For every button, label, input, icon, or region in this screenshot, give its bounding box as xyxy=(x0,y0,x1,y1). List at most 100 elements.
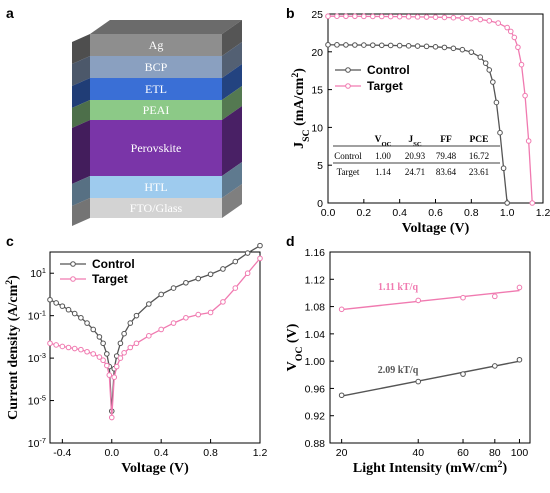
data-point-target xyxy=(352,13,358,20)
stack-layer-front xyxy=(90,120,222,176)
stack-layer-side xyxy=(222,64,242,100)
data-point-control xyxy=(482,60,489,66)
y-axis-label-part: (mA/cm xyxy=(292,77,307,129)
x-axis-label: Light Intensity (mW/cm2) xyxy=(353,459,508,477)
data-point-control xyxy=(78,314,84,321)
data-point-target xyxy=(405,13,412,20)
table-header-jsc-part: SC xyxy=(413,141,422,148)
slope-annotation-control: 2.09 kT/q xyxy=(378,365,419,376)
data-point-target xyxy=(495,20,502,26)
x-tick-label: 0.0 xyxy=(104,447,119,459)
data-point-control xyxy=(516,356,523,363)
x-tick-label: -0.4 xyxy=(53,447,71,459)
data-point-control xyxy=(450,45,457,52)
table-header-jsc-part: J xyxy=(408,135,413,145)
data-point-target xyxy=(525,138,532,144)
y-tick-label: 1.08 xyxy=(305,302,326,314)
x-tick-label: 60 xyxy=(457,447,469,459)
y-tick-label: 10-1 xyxy=(28,308,46,323)
stack-layer-label: Ag xyxy=(149,38,164,52)
y-tick-label-part: 10 xyxy=(30,268,42,280)
data-point-target xyxy=(460,294,466,301)
data-point-target xyxy=(96,354,103,360)
y-tick-label: 0 xyxy=(317,198,323,210)
data-point-target xyxy=(65,344,72,351)
data-point-control xyxy=(257,242,263,249)
data-point-target xyxy=(113,363,120,370)
data-point-control xyxy=(396,42,403,49)
stack-layer-label: HTL xyxy=(144,180,167,194)
data-point-control xyxy=(477,54,484,60)
data-point-target xyxy=(518,61,525,68)
data-point-control xyxy=(490,79,496,85)
data-point-target xyxy=(441,14,448,21)
y-tick-label: 0.88 xyxy=(305,438,326,450)
stack-layer-label: FTO/Glass xyxy=(130,201,183,215)
data-point-target xyxy=(515,44,521,51)
data-point-control xyxy=(71,310,78,317)
y-tick-label-part: 10 xyxy=(28,438,40,450)
data-point-target xyxy=(104,362,110,369)
data-point-control xyxy=(100,340,106,347)
y-axis-label-part: V xyxy=(285,361,300,371)
stack-layer-label: Perovskite xyxy=(131,141,182,155)
data-point-control xyxy=(338,392,345,399)
fit-line-target xyxy=(341,289,520,311)
y-axis-label-part: SC xyxy=(301,129,312,142)
data-point-control xyxy=(459,46,466,53)
stack-layer-front xyxy=(90,176,222,198)
data-point-target xyxy=(121,350,127,356)
data-point-target xyxy=(100,357,106,364)
data-point-target xyxy=(232,285,239,291)
series-line-control xyxy=(327,44,508,204)
table-cell: 1.14 xyxy=(375,167,391,177)
y-tick-label-part: -1 xyxy=(39,308,46,317)
y-axis-label-part: ) xyxy=(292,68,307,73)
x-tick-label: 1.2 xyxy=(253,447,268,459)
series-line-control xyxy=(49,245,261,412)
slope-annotation-target: 1.11 kT/q xyxy=(378,282,418,293)
data-point-control xyxy=(325,41,331,48)
y-tick-label-part: -7 xyxy=(39,436,46,445)
y-axis-label-part: J xyxy=(292,142,307,149)
y-axis-label-part: ) xyxy=(6,275,21,280)
table-cell: 20.93 xyxy=(405,151,426,161)
data-point-control xyxy=(468,49,475,55)
data-point-target xyxy=(396,13,403,20)
stack-layer-side xyxy=(222,162,242,198)
data-point-control xyxy=(361,42,367,48)
data-point-target xyxy=(71,345,78,352)
data-point-target xyxy=(195,311,202,318)
legend-marker xyxy=(70,261,76,267)
table-header-voc-part: V xyxy=(375,135,382,145)
table-header-jsc: JSC xyxy=(408,135,421,148)
data-point-target xyxy=(117,355,124,361)
stack-layer-front xyxy=(90,56,222,78)
dark-current-chart: -0.4 0.0 0.4 0.8 1.210110-110-310-510-7Volta… xyxy=(4,242,268,476)
x-tick-label: 0.4 xyxy=(154,447,169,459)
data-point-control xyxy=(486,67,493,73)
data-point-target xyxy=(450,14,457,21)
panel-letter-a: a xyxy=(6,5,14,21)
data-point-control xyxy=(493,99,500,106)
data-point-control xyxy=(59,303,66,309)
table-cell: 1.00 xyxy=(375,151,391,161)
x-tick-label: 1.0 xyxy=(500,207,515,219)
x-tick-label: 0.4 xyxy=(392,207,407,219)
stack-layer-left xyxy=(72,198,90,226)
legend-label: Control xyxy=(92,257,135,271)
voc-light-intensity-chart: 20 40 60 80 100 0.88 0.92 0.96 1.00 1.04 1.08 1.12 1… xyxy=(285,247,531,477)
y-axis-label-part: 2 xyxy=(4,280,15,285)
y-tick-label: 10-7 xyxy=(28,436,46,451)
y-tick-label: 10-3 xyxy=(28,351,46,366)
x-tick-label: 80 xyxy=(489,447,501,459)
data-point-control xyxy=(244,250,251,256)
data-point-target xyxy=(59,343,66,350)
data-point-control xyxy=(84,320,90,326)
table-header-voc-part: OC xyxy=(381,141,391,148)
data-point-target xyxy=(127,344,134,351)
y-tick-label: 1.16 xyxy=(305,247,326,259)
stack-layer-front xyxy=(90,100,222,120)
stack-layer-label: ETL xyxy=(145,82,167,96)
plot-frame xyxy=(49,251,261,444)
